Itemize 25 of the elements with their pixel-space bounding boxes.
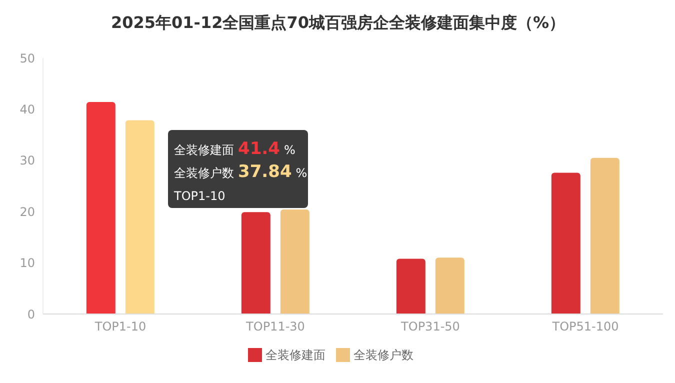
x-tick-label: TOP31-50 — [400, 320, 460, 334]
bar — [435, 258, 464, 314]
annotation: 全装修建面 41.4 % — [174, 139, 296, 159]
y-tick-label: 50 — [20, 51, 35, 66]
chart-title: 2025年01-12全国重点70城百强房企全装修建面集中度（%） — [110, 12, 566, 34]
y-tick-label: 40 — [20, 102, 35, 116]
x-tick-label: TOP11-30 — [245, 320, 305, 334]
legend-label: 全装修建面 — [266, 348, 326, 362]
bar — [590, 158, 620, 314]
y-tick-label: 20 — [20, 204, 35, 219]
legend-label: 全装修户数 — [354, 348, 414, 362]
x-tick-label: TOP1-10 — [94, 320, 146, 334]
y-tick-label: 10 — [20, 256, 35, 270]
tooltip-box: 全装修建面 41.4 % 全装修户数 37.84 % TOP1-10 — [168, 130, 308, 208]
annotation: TOP1-10 — [173, 189, 226, 203]
bar — [241, 212, 270, 314]
bar — [125, 120, 154, 314]
bar — [280, 210, 310, 314]
bar — [86, 102, 116, 314]
x-tick-label: TOP51-100 — [551, 320, 619, 334]
annotation: 全装修户数 37.84 % — [174, 162, 308, 182]
y-tick-label: 0 — [27, 307, 35, 322]
bar — [551, 172, 580, 314]
y-tick-label: 30 — [20, 154, 35, 168]
bar — [396, 258, 426, 314]
